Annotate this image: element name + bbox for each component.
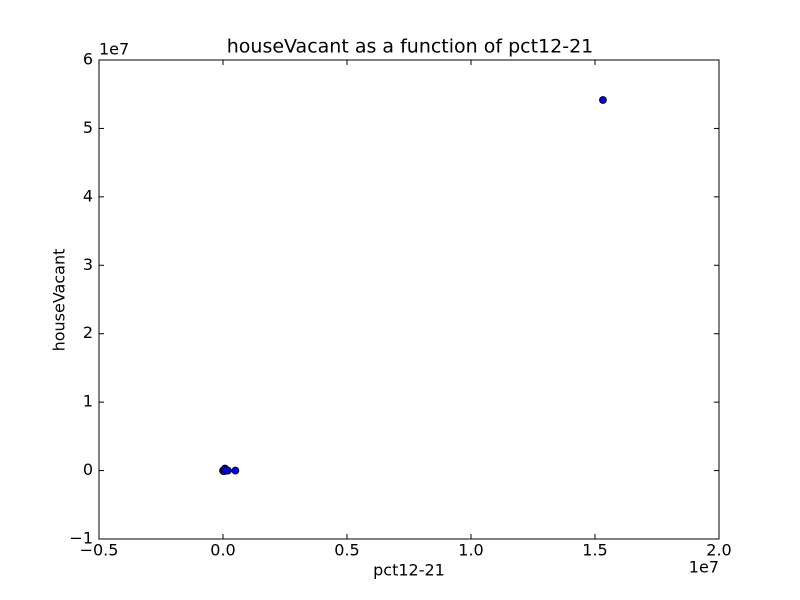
point bbox=[222, 466, 230, 475]
chart-title: houseVacant as a function of pct12-21 bbox=[227, 36, 594, 58]
y-tick-label: 5 bbox=[83, 118, 93, 137]
y-tick-label: 1 bbox=[83, 392, 93, 411]
y-offset-label: 1e7 bbox=[99, 40, 129, 59]
y-tick-label: 4 bbox=[83, 186, 93, 205]
x-tick-label: −0.5 bbox=[80, 541, 119, 560]
x-tick-label: 2.0 bbox=[706, 541, 731, 560]
x-tick-label: 0.0 bbox=[210, 541, 235, 560]
y-tick-label: 3 bbox=[83, 255, 93, 274]
y-axis-label: houseVacant bbox=[50, 249, 69, 352]
point bbox=[599, 96, 607, 104]
plot-frame bbox=[98, 59, 720, 540]
y-tick-label: 0 bbox=[83, 460, 93, 479]
x-tick-label: 1.5 bbox=[582, 541, 607, 560]
y-tick-label: 6 bbox=[83, 50, 93, 69]
x-tick-label: 1.0 bbox=[458, 541, 483, 560]
point bbox=[231, 466, 240, 475]
x-offset-label: 1e7 bbox=[689, 558, 719, 577]
x-tick-label: 0.5 bbox=[334, 541, 359, 560]
y-tick-label: −1 bbox=[69, 529, 93, 548]
y-tick-label: 2 bbox=[83, 323, 93, 342]
x-axis-label: pct12-21 bbox=[373, 561, 445, 580]
